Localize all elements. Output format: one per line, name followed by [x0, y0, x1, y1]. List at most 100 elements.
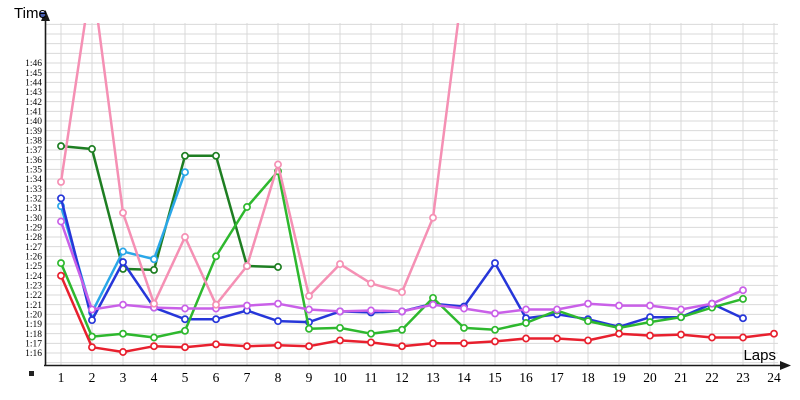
series-red-point-lap-13 — [429, 339, 437, 348]
series-red-point-lap-23 — [739, 333, 747, 342]
y-tick-label: 1:16 — [25, 349, 42, 359]
origin-handle-square — [29, 371, 34, 376]
series-red-point-lap-22 — [708, 333, 716, 342]
series-pink-point-lap-11 — [367, 279, 375, 288]
series-dark-green-point-lap-1 — [57, 142, 65, 151]
x-tick-label: 5 — [182, 370, 189, 385]
series-green-point-lap-9 — [305, 324, 313, 333]
series-green-point-lap-15 — [491, 325, 499, 334]
y-tick-label: 1:29 — [25, 224, 42, 234]
axes — [29, 10, 791, 376]
series-violet-point-lap-1 — [57, 217, 65, 226]
x-tick-label: 4 — [151, 370, 158, 385]
x-axis-title: Laps — [743, 347, 776, 364]
tick-labels: 1:461:451:441:431:421:411:401:391:381:37… — [25, 59, 781, 385]
series-green-point-lap-20 — [646, 318, 654, 327]
x-tick-label: 1 — [58, 370, 65, 385]
y-axis-title: Time — [14, 5, 47, 22]
y-tick-label: 1:34 — [25, 175, 42, 185]
x-tick-label: 24 — [767, 370, 781, 385]
series-pink-point-lap-6 — [212, 300, 220, 309]
y-tick-label: 1:24 — [25, 272, 42, 282]
y-tick-label: 1:25 — [25, 262, 42, 272]
series-violet-point-lap-2 — [88, 305, 96, 314]
series-cyan-point-lap-5 — [181, 168, 189, 177]
y-tick-label: 1:32 — [25, 195, 42, 205]
series-red-point-lap-11 — [367, 338, 375, 347]
series-blue-point-lap-23 — [739, 314, 747, 323]
series-red-point-lap-24 — [770, 329, 778, 338]
series-pink-point-lap-3 — [119, 208, 127, 217]
x-tick-label: 10 — [333, 370, 347, 385]
series-green-point-lap-23 — [739, 294, 747, 303]
series-red-point-lap-21 — [677, 330, 685, 339]
series-pink-point-lap-7 — [243, 262, 251, 270]
x-tick-label: 7 — [244, 370, 251, 385]
y-tick-label: 1:46 — [25, 59, 42, 69]
x-tick-label: 2 — [89, 370, 96, 385]
series-pink-point-lap-8 — [274, 160, 282, 169]
y-tick-label: 1:40 — [25, 117, 42, 127]
series-green-point-lap-2 — [88, 332, 96, 341]
y-tick-label: 1:43 — [25, 88, 42, 98]
x-tick-label: 3 — [120, 370, 127, 385]
series-violet-point-lap-10 — [336, 307, 344, 316]
series-violet-point-lap-13 — [429, 300, 437, 309]
x-tick-label: 17 — [550, 370, 564, 385]
y-tick-label: 1:20 — [25, 311, 42, 321]
series-red-point-lap-3 — [119, 348, 127, 356]
series-red-point-lap-20 — [646, 331, 654, 340]
y-axis-arrow-icon — [41, 10, 50, 21]
series-pink — [57, 23, 460, 309]
y-tick-label: 1:36 — [25, 156, 42, 166]
series-pink-point-lap-1 — [57, 177, 65, 186]
x-tick-label: 11 — [365, 370, 378, 385]
series-blue-point-lap-5 — [181, 315, 189, 324]
series-red-point-lap-16 — [522, 334, 530, 343]
y-tick-label: 1:39 — [25, 127, 42, 137]
series-cyan-point-lap-4 — [150, 255, 158, 264]
x-tick-label: 8 — [275, 370, 282, 385]
series-violet-point-lap-22 — [708, 299, 716, 308]
series-red-point-lap-9 — [305, 342, 313, 351]
series-violet-point-lap-15 — [491, 309, 499, 318]
series-pink-line — [59, 23, 460, 306]
series-green-point-lap-13 — [429, 293, 437, 302]
x-axis-arrow-icon — [780, 361, 791, 370]
series-green-point-lap-3 — [119, 329, 127, 338]
series-pink-point-lap-13 — [429, 213, 437, 222]
series-violet-point-lap-23 — [739, 286, 747, 295]
series-dark-green-point-lap-6 — [212, 151, 220, 160]
series-blue-point-lap-6 — [212, 315, 220, 324]
series-green-point-lap-21 — [677, 313, 685, 322]
series-green-point-lap-1 — [57, 259, 65, 268]
series-violet-point-lap-8 — [274, 299, 282, 308]
x-tick-label: 23 — [736, 370, 750, 385]
series-red-point-lap-17 — [553, 334, 561, 343]
series-red-point-lap-18 — [584, 336, 592, 345]
y-tick-label: 1:22 — [25, 291, 42, 301]
y-tick-label: 1:44 — [25, 79, 42, 89]
x-tick-label: 22 — [705, 370, 719, 385]
series-pink-point-lap-5 — [181, 233, 189, 241]
series-pink-point-lap-4 — [150, 299, 158, 308]
series-red-point-lap-14 — [460, 339, 468, 348]
y-tick-label: 1:37 — [25, 146, 42, 156]
y-tick-label: 1:38 — [25, 137, 42, 147]
x-tick-label: 19 — [612, 370, 626, 385]
series-red-point-lap-10 — [336, 336, 344, 345]
series-green-point-lap-4 — [150, 333, 158, 342]
series-red-point-lap-4 — [150, 342, 158, 351]
series-blue-point-lap-1 — [57, 194, 65, 203]
y-tick-label: 1:23 — [25, 282, 42, 292]
x-tick-label: 6 — [213, 370, 220, 385]
y-tick-label: 1:45 — [25, 69, 42, 79]
series-red-point-lap-8 — [274, 341, 282, 350]
series-blue-point-lap-2 — [88, 316, 96, 325]
series-blue-point-lap-15 — [491, 259, 499, 268]
series-violet-point-lap-5 — [181, 304, 189, 313]
series-red-point-lap-12 — [398, 342, 406, 351]
x-tick-label: 14 — [457, 370, 471, 385]
